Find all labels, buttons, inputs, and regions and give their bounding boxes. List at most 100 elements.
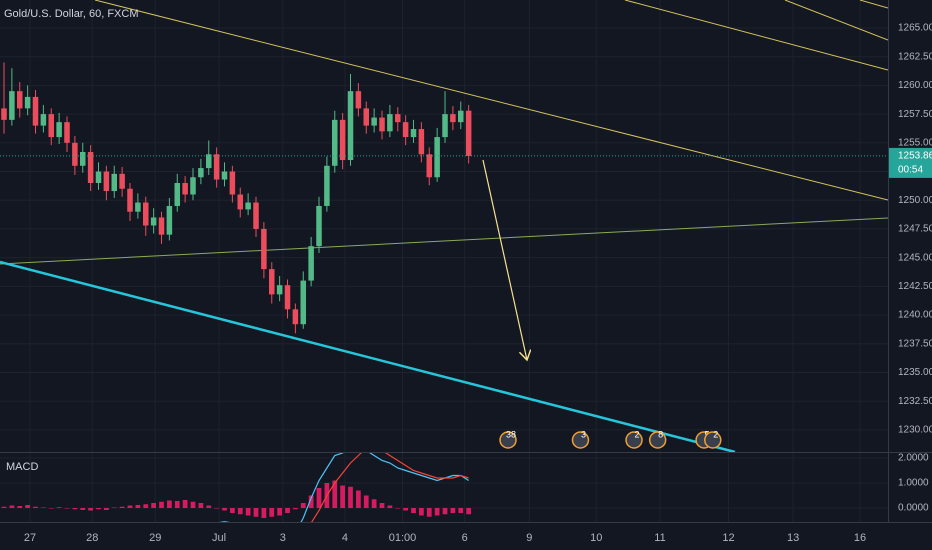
candle-body — [40, 114, 47, 126]
macd-histogram-bar — [214, 508, 219, 509]
x-tick-label: 27 — [24, 532, 36, 544]
macd-histogram-bar — [356, 490, 361, 508]
y-tick-label: 1.0000 — [898, 478, 929, 489]
macd-histogram-bar — [182, 500, 188, 508]
event-label: 3 — [581, 429, 586, 439]
macd-title: MACD — [6, 461, 38, 473]
chart-title: Gold/U.S. Dollar, 60, FXCM — [4, 8, 139, 20]
y-tick-label: 1237.50 — [898, 338, 932, 349]
macd-histogram-bar — [293, 508, 298, 510]
candle-body — [135, 202, 141, 212]
candle-body — [269, 269, 275, 295]
candle-body — [95, 171, 102, 184]
macd-histogram-bar — [285, 508, 290, 513]
candle-body — [442, 114, 448, 138]
macd-histogram-bar — [104, 508, 109, 510]
candle-body — [324, 165, 330, 206]
macd-histogram-bar — [48, 508, 54, 509]
macd-pane — [1, 453, 472, 522]
x-tick-label: 4 — [342, 532, 348, 544]
candle-body — [363, 108, 370, 126]
x-tick-label: Jul — [212, 532, 226, 544]
candle-body — [150, 217, 157, 226]
price-label: 1253.86 — [898, 151, 932, 162]
y-tick-label: 1260.00 — [898, 80, 932, 91]
candle-body — [347, 91, 354, 161]
macd-histogram-bar — [348, 486, 353, 508]
macd-histogram-bar — [403, 508, 409, 511]
candle-body — [1, 108, 7, 120]
candle-body — [261, 228, 267, 270]
y-tick-label: 1255.00 — [898, 137, 932, 148]
macd-histogram-bar — [261, 508, 267, 518]
x-tick-label: 01:00 — [389, 532, 417, 544]
x-tick-label: 6 — [462, 532, 468, 544]
y-tick-label: 2.0000 — [898, 453, 929, 464]
candle-body — [434, 137, 440, 178]
y-tick-label: 1265.00 — [898, 23, 932, 34]
macd-histogram-bar — [222, 508, 227, 511]
macd-histogram-bar — [206, 505, 212, 508]
x-tick-label: 10 — [590, 532, 602, 544]
candle-body — [237, 194, 244, 210]
candle-body — [79, 152, 86, 166]
trend-line — [0, 217, 888, 265]
candle-body — [292, 309, 299, 325]
candle-body — [402, 122, 409, 138]
y-tick-label: 1262.50 — [898, 51, 932, 62]
event-icon — [625, 431, 643, 449]
candle-body — [339, 119, 346, 161]
candle-body — [111, 173, 118, 192]
macd-histogram-bar — [25, 505, 30, 508]
macd-histogram-bar — [277, 508, 282, 516]
y-tick-label: 1232.50 — [898, 396, 932, 407]
macd-line — [219, 453, 469, 522]
x-tick-label: 28 — [86, 532, 98, 544]
candle-body — [221, 171, 228, 180]
macd-histogram-bar — [237, 508, 243, 515]
candle-body — [213, 154, 220, 180]
event-label: 2 — [713, 429, 718, 439]
macd-histogram-bar — [190, 501, 196, 508]
macd-histogram-bar — [434, 508, 440, 516]
macd-histogram-bar — [442, 508, 448, 515]
axes: 1230.001232.501235.001237.501240.001242.… — [24, 23, 932, 544]
candle-body — [24, 96, 31, 109]
candle-body — [379, 117, 385, 132]
y-tick-label: 0.0000 — [898, 503, 929, 514]
macd-histogram-bar — [466, 508, 472, 515]
trend-line — [94, 0, 888, 201]
candle-body — [465, 110, 472, 156]
candle-body — [9, 91, 15, 120]
macd-histogram-bar — [316, 488, 322, 508]
candle-body — [87, 152, 94, 184]
macd-histogram-bar — [174, 501, 180, 508]
event-label: 2 — [635, 429, 640, 439]
event-label: 38 — [506, 429, 516, 439]
candle-body — [142, 202, 149, 226]
candle-body — [198, 168, 204, 178]
y-tick-label: 1242.50 — [898, 281, 932, 292]
candle-body — [355, 91, 362, 109]
macd-histogram-bar — [64, 508, 70, 509]
candle-body — [103, 171, 110, 192]
x-tick-label: 11 — [654, 532, 665, 544]
macd-histogram-bar — [379, 503, 385, 508]
candle-body — [206, 154, 212, 169]
macd-histogram-bar — [450, 508, 456, 513]
macd-histogram-bar — [80, 508, 86, 510]
x-tick-label: 12 — [722, 532, 734, 544]
macd-histogram-bar — [419, 508, 424, 516]
countdown-label: 00:54 — [898, 165, 923, 176]
macd-histogram-bar — [308, 495, 314, 508]
candle-body — [119, 173, 125, 189]
candle-body — [32, 96, 39, 126]
candle-body — [450, 114, 456, 123]
x-tick-label: 16 — [854, 532, 866, 544]
event-label: 8 — [658, 429, 663, 439]
macd-histogram-bar — [300, 503, 306, 508]
macd-histogram-bar — [340, 485, 345, 508]
macd-histogram-bar — [17, 506, 23, 508]
candles — [0, 62, 888, 334]
